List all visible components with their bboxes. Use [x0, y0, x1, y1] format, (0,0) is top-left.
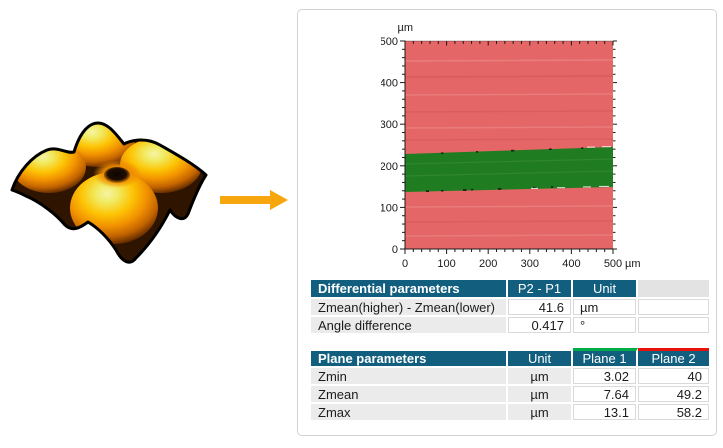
- param-label: Zmean(higher) - Zmean(lower): [311, 299, 508, 317]
- plane2-value: 58.2: [638, 404, 709, 422]
- param-label: Zmean: [311, 386, 508, 404]
- col-header-p2-p1: P2 - P1: [508, 280, 573, 299]
- map-texture: [404, 59, 614, 237]
- empty-cell: [638, 317, 709, 335]
- table-row: Zmean µm 7.64 49.2: [311, 386, 709, 404]
- param-label: Zmin: [311, 368, 508, 386]
- x-tick-label: 0: [402, 258, 408, 270]
- table-row: Angle difference 0.417 °: [311, 317, 709, 335]
- param-unit: µm: [508, 368, 573, 386]
- y-tick-label: 0: [392, 244, 398, 256]
- plane2-value: 49.2: [638, 386, 709, 404]
- topography-map: µm: [381, 22, 641, 270]
- plane1-value: 13.1: [573, 404, 638, 422]
- param-label: Zmax: [311, 404, 508, 422]
- differential-table-title: Differential parameters: [311, 280, 508, 299]
- col-header-unit: Unit: [573, 280, 638, 299]
- axes: [404, 40, 614, 250]
- param-unit: µm: [508, 404, 573, 422]
- x-tick-label: 500: [604, 258, 622, 270]
- y-tick-label: 400: [381, 78, 398, 90]
- plane2-value: 40: [638, 368, 709, 386]
- y-tick-label: 500: [381, 36, 398, 48]
- y-axis-title: µm: [397, 22, 413, 34]
- table-header-row: Differential parameters P2 - P1 Unit: [311, 280, 709, 299]
- y-tick-label: 100: [381, 202, 398, 214]
- plane2-header: Plane 2: [638, 348, 709, 368]
- surface-3d-image: [10, 121, 208, 264]
- axis-ticks: [400, 40, 617, 254]
- param-value: 0.417: [508, 317, 573, 335]
- param-unit: µm: [573, 299, 638, 317]
- table-row: Zmin µm 3.02 40: [311, 368, 709, 386]
- y-tick-label: 300: [381, 119, 398, 131]
- results-panel: µm: [297, 9, 717, 436]
- table-header-row: Plane parameters Unit Plane 1 Plane 2: [311, 348, 709, 368]
- plane1-value: 7.64: [573, 386, 638, 404]
- surface-3d-shape: [10, 121, 208, 264]
- x-axis-unit: µm: [625, 258, 641, 270]
- param-value: 41.6: [508, 299, 573, 317]
- band-texture: [404, 158, 614, 177]
- arrow-icon: [220, 190, 288, 210]
- axis-tick-labels: 0 100 200 300 400 500 0 100 200 300 400 500: [381, 36, 622, 270]
- table-row: Zmean(higher) - Zmean(lower) 41.6 µm: [311, 299, 709, 317]
- plane-table-title: Plane parameters: [311, 348, 508, 368]
- map-background: [405, 41, 613, 249]
- col-header-unit: Unit: [508, 348, 573, 368]
- band-edge-specks: [426, 147, 584, 192]
- band-edge-glints: [531, 146, 611, 189]
- plane1-header: Plane 1: [573, 348, 638, 368]
- flow-arrow: [220, 190, 288, 210]
- x-tick-label: 200: [479, 258, 497, 270]
- table-row: Zmax µm 13.1 58.2: [311, 404, 709, 422]
- col-header-empty: [638, 280, 709, 299]
- param-label: Angle difference: [311, 317, 508, 335]
- param-unit: °: [573, 317, 638, 335]
- groove-band: [405, 147, 613, 192]
- plane1-value: 3.02: [573, 368, 638, 386]
- param-unit: µm: [508, 386, 573, 404]
- differential-parameters-table: Differential parameters P2 - P1 Unit Zme…: [311, 280, 709, 335]
- x-tick-label: 300: [521, 258, 539, 270]
- plane-parameters-table: Plane parameters Unit Plane 1 Plane 2 Zm…: [311, 348, 709, 422]
- x-tick-label: 100: [437, 258, 455, 270]
- empty-cell: [638, 299, 709, 317]
- y-tick-label: 200: [381, 161, 398, 173]
- x-tick-label: 400: [562, 258, 580, 270]
